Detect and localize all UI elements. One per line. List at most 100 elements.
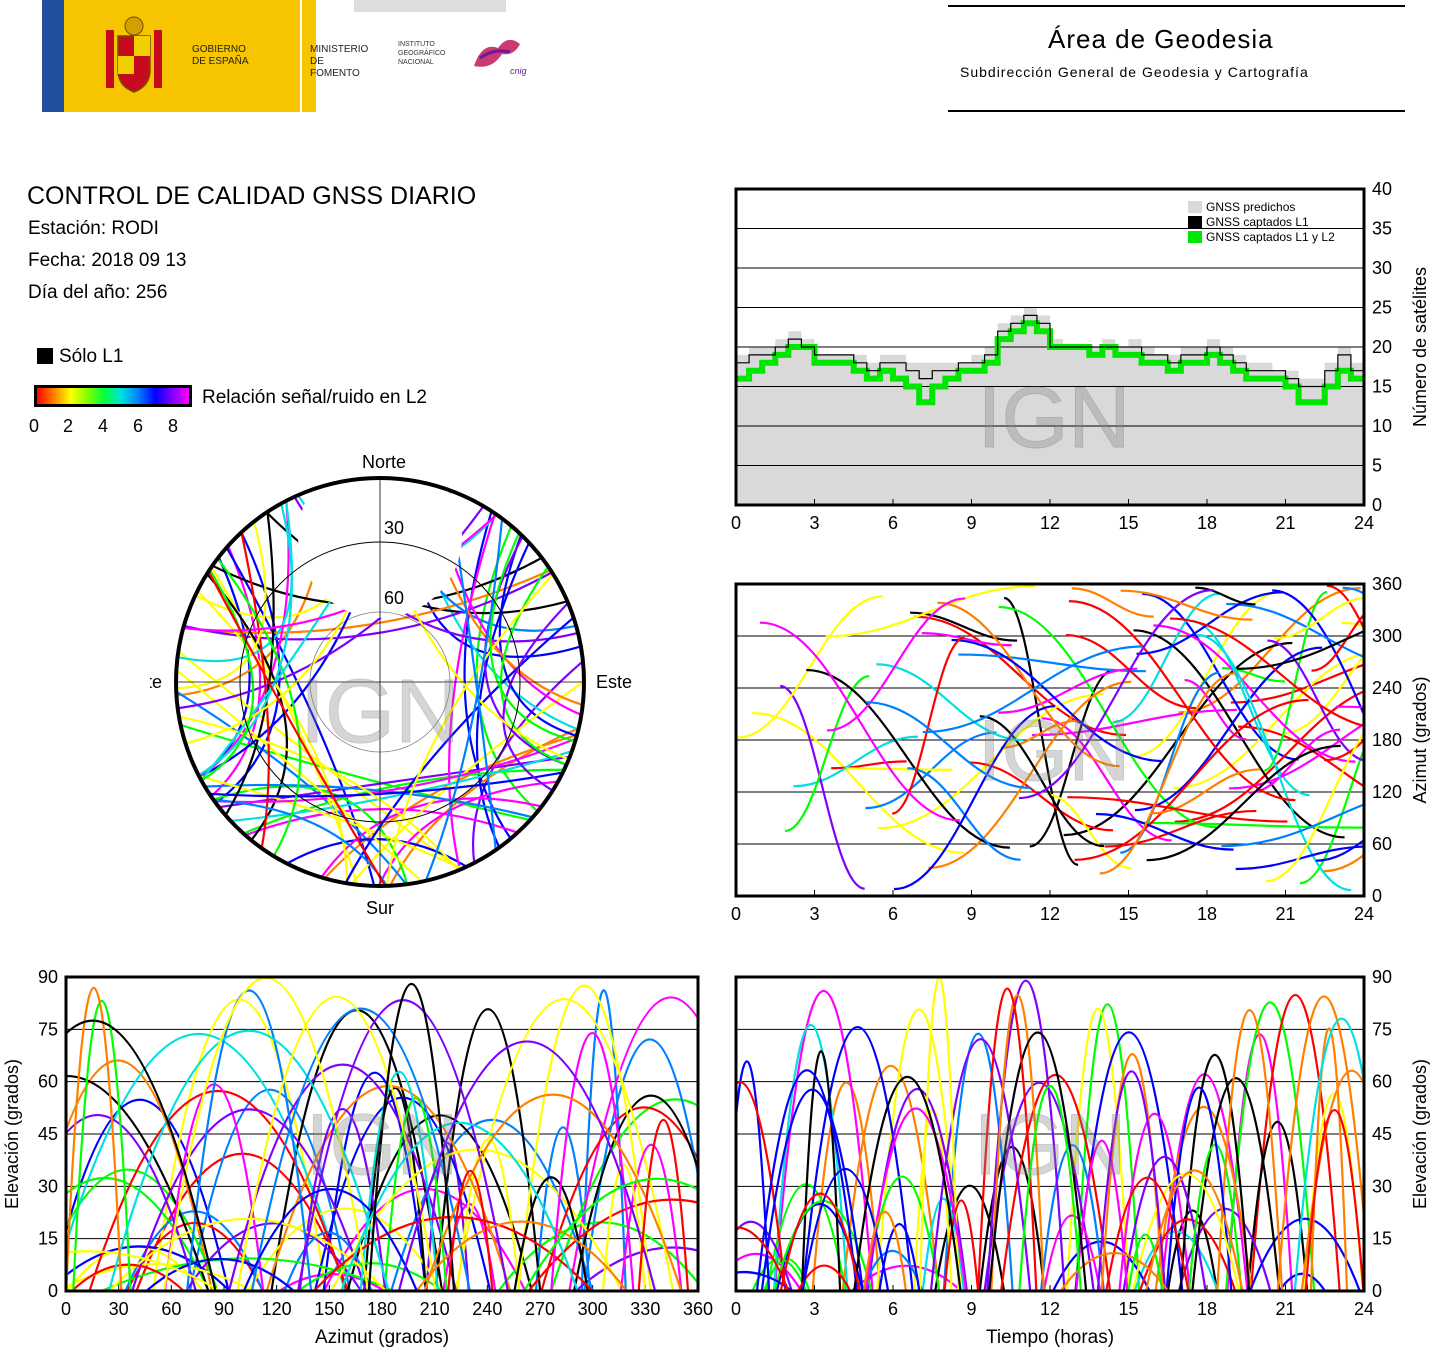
- elevation-azimuth-chart: 0 15 30 45 60 75 90 0 30 60 90 120 150 180 210 240 270 30…: [2, 967, 713, 1348]
- satellite-track: [737, 595, 883, 739]
- azimuth-time-chart: 0 60 120 180 240 300 360 0 3 6 9 12 15 18 21 24 Azimut (…: [731, 574, 1430, 924]
- y-tick-label: 15: [1372, 1229, 1392, 1249]
- ign-watermark: IGN: [306, 1097, 459, 1193]
- satellite-track: [1169, 617, 1364, 728]
- x-tick-label: 21: [1275, 513, 1295, 533]
- satellite-track: [1326, 584, 1364, 632]
- elevation-time-tracks: [736, 977, 1364, 1291]
- satellite-track: [1105, 1176, 1190, 1291]
- satellite-track: [979, 715, 1105, 848]
- x-tick-label: 21: [1275, 1299, 1295, 1319]
- satellite-track: [434, 1008, 542, 1291]
- satellite-track: [825, 585, 1035, 638]
- report-title: CONTROL DE CALIDAD GNSS DIARIO: [27, 182, 477, 210]
- satellite-track: [1134, 646, 1323, 812]
- satellite-track: [550, 1032, 635, 1291]
- satellite-track: [270, 1009, 444, 1291]
- satellite-track: [322, 1071, 428, 1291]
- x-tick-label: 15: [1118, 1299, 1138, 1319]
- y-axis-label: Elevación (grados): [1410, 1059, 1430, 1209]
- satellite-track: [998, 667, 1138, 714]
- satellite-track: [1165, 1086, 1233, 1291]
- x-tick-label: 15: [1118, 904, 1138, 924]
- area-subtitle: Subdirección General de Geodesia y Carto…: [960, 64, 1309, 80]
- satellite-track: [1195, 586, 1256, 606]
- satellite-track: [1335, 705, 1364, 709]
- satellite-track: [1228, 722, 1364, 790]
- satellite-track: [853, 1076, 962, 1291]
- x-tick-label: 24: [1354, 513, 1374, 533]
- satellite-track: [1000, 719, 1077, 749]
- satellite-track: [207, 570, 387, 887]
- satellite-track: [1096, 1070, 1167, 1291]
- date-label: Fecha: 2018 09 13: [28, 250, 187, 271]
- x-tick-label: 90: [214, 1299, 234, 1319]
- satellite-track: [124, 1210, 264, 1291]
- satellite-track: [242, 1188, 418, 1291]
- satellite-track: [1145, 1169, 1244, 1291]
- satellite-track: [977, 987, 1038, 1291]
- satellite-track: [1138, 821, 1364, 829]
- satellite-track: [893, 705, 1055, 891]
- snr-tick-0: 0: [29, 416, 40, 436]
- x-tick-label: 12: [1040, 1299, 1060, 1319]
- satellite-track: [1246, 1120, 1309, 1291]
- y-tick-label: 60: [38, 1072, 58, 1092]
- satellite-track: [108, 1029, 390, 1291]
- x-tick-label: 24: [1354, 904, 1374, 924]
- satellite-track: [878, 1222, 921, 1291]
- satellite-track: [66, 1250, 221, 1291]
- satellite-track: [846, 767, 952, 771]
- x-tick-label: 270: [525, 1299, 555, 1319]
- satellite-track: [415, 1220, 628, 1291]
- gov-separator: [300, 0, 302, 112]
- x-tick-label: 240: [472, 1299, 502, 1319]
- y-axis-label: Azimut (grados): [1410, 676, 1430, 803]
- y-tick-label: 15: [1372, 377, 1392, 397]
- satellite-track: [1230, 663, 1364, 704]
- only-l1-legend-swatch: [37, 348, 53, 364]
- plot-frame: [734, 975, 1366, 1293]
- snr-tick-8: 8: [168, 416, 179, 436]
- satellite-track: [1179, 1053, 1251, 1291]
- satellite-track: [1309, 1027, 1349, 1291]
- satellite-track: [1273, 596, 1364, 640]
- y-tick-label: 35: [1372, 219, 1392, 239]
- ign-watermark: IGN: [974, 1097, 1127, 1193]
- azimuth-tracks: [737, 584, 1364, 892]
- y-tick-label: 120: [1372, 782, 1402, 802]
- satellite-track: [540, 1106, 698, 1291]
- satellite-track: [968, 761, 1114, 832]
- y-tick-label: 75: [1372, 1019, 1392, 1039]
- satellite-track: [216, 557, 302, 857]
- y-axis-label: Número de satélites: [1410, 267, 1430, 427]
- satellite-track: [760, 1088, 864, 1291]
- satellite-track: [377, 780, 559, 887]
- satellite-track: [1324, 738, 1364, 762]
- satellite-track: [943, 1199, 980, 1291]
- satellite-track: [1132, 591, 1282, 758]
- satellite-track: [937, 601, 1120, 768]
- satellite-track: [188, 1088, 351, 1291]
- snr-tick-6: 6: [133, 416, 144, 436]
- satellites-chart: 0 5 10 15 20 25 30 35 40 0 3 6 9 12 15 18 21 24 Número de …: [731, 179, 1430, 533]
- satellite-track: [236, 995, 437, 1291]
- x-tick-label: 3: [809, 904, 819, 924]
- y-tick-label: 5: [1372, 456, 1382, 476]
- satellite-track: [801, 1168, 890, 1291]
- satellite-track: [831, 760, 907, 770]
- satellite-track: [320, 797, 542, 879]
- satellite-track: [1146, 744, 1341, 862]
- x-tick-label: 120: [262, 1299, 292, 1319]
- area-title: Área de Geodesia: [1048, 24, 1274, 54]
- x-tick-label: 12: [1040, 904, 1060, 924]
- satellite-track: [1046, 793, 1132, 870]
- satellite-track: [424, 518, 504, 882]
- horizon-circle: [174, 476, 586, 888]
- y-tick-label: 10: [1372, 416, 1392, 436]
- satellite-track: [1276, 995, 1364, 1291]
- y-tick-label: 360: [1372, 574, 1402, 594]
- snr-colorbar-label: Relación señal/ruido en L2: [202, 387, 427, 408]
- satellite-track: [244, 808, 518, 837]
- plot-frame: [64, 975, 700, 1293]
